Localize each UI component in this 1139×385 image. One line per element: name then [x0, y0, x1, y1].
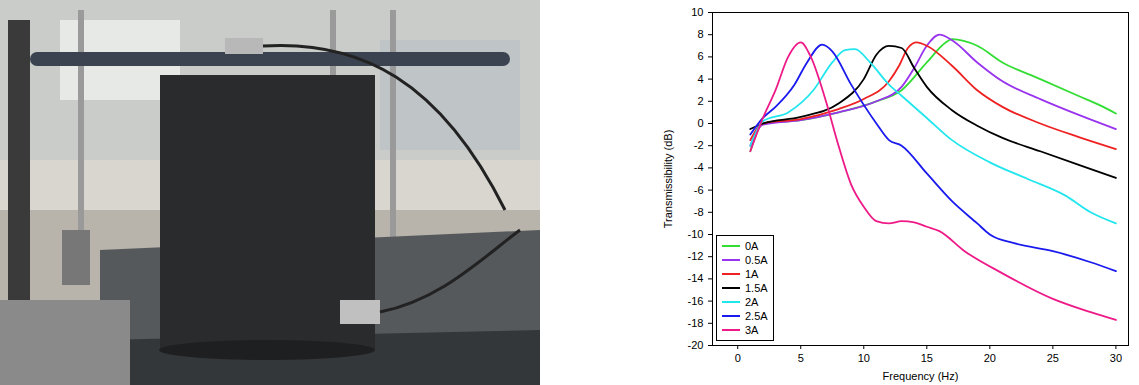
svg-text:2: 2 — [697, 95, 703, 107]
svg-text:-10: -10 — [688, 228, 704, 240]
svg-text:-4: -4 — [694, 161, 704, 173]
svg-text:-12: -12 — [688, 250, 704, 262]
svg-text:20: 20 — [984, 352, 996, 364]
svg-text:10: 10 — [858, 352, 870, 364]
html-text:0A: 0A — [745, 240, 759, 252]
svg-text:25: 25 — [1047, 352, 1059, 364]
svg-text:-2: -2 — [694, 139, 704, 151]
svg-text:15: 15 — [921, 352, 933, 364]
svg-text:Transmissibility (dB): Transmissibility (dB) — [662, 130, 674, 229]
svg-text:-18: -18 — [688, 317, 704, 329]
html-text:1A: 1A — [745, 268, 759, 280]
svg-text:-6: -6 — [694, 184, 704, 196]
svg-text:8: 8 — [697, 28, 703, 40]
svg-text:-8: -8 — [694, 206, 704, 218]
svg-text:0: 0 — [735, 352, 741, 364]
svg-text:5: 5 — [798, 352, 804, 364]
svg-text:-16: -16 — [688, 295, 704, 307]
svg-text:-14: -14 — [688, 272, 704, 284]
svg-text:10: 10 — [691, 6, 703, 18]
svg-text:4: 4 — [697, 73, 703, 85]
html-text:3A: 3A — [745, 324, 759, 336]
html-text:2.5A: 2.5A — [745, 310, 768, 322]
svg-text:Frequency (Hz): Frequency (Hz) — [883, 370, 959, 382]
html-text:1.5A: 1.5A — [745, 282, 768, 294]
html-text:0.5A: 0.5A — [745, 254, 768, 266]
svg-text:30: 30 — [1110, 352, 1122, 364]
html-text:2A: 2A — [745, 296, 759, 308]
svg-text:6: 6 — [697, 50, 703, 62]
svg-text:0: 0 — [697, 117, 703, 129]
svg-text:-20: -20 — [688, 339, 704, 351]
